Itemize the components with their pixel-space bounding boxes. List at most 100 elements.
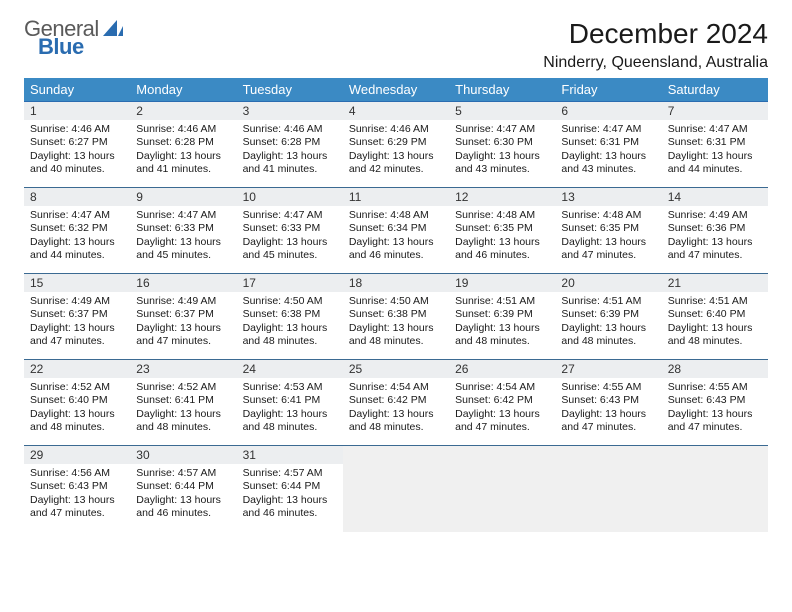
sunrise-line: Sunrise: 4:57 AM <box>243 467 337 480</box>
day-details: Sunrise: 4:47 AMSunset: 6:31 PMDaylight:… <box>662 120 768 181</box>
day-details: Sunrise: 4:56 AMSunset: 6:43 PMDaylight:… <box>24 464 130 525</box>
page-title: December 2024 <box>543 18 768 50</box>
daylight-line: Daylight: 13 hours and 47 minutes. <box>30 322 124 349</box>
day-number: 25 <box>343 360 449 378</box>
sunrise-line: Sunrise: 4:48 AM <box>561 209 655 222</box>
day-details: Sunrise: 4:48 AMSunset: 6:34 PMDaylight:… <box>343 206 449 267</box>
calendar-cell: 18Sunrise: 4:50 AMSunset: 6:38 PMDayligh… <box>343 274 449 360</box>
daylight-line: Daylight: 13 hours and 48 minutes. <box>668 322 762 349</box>
day-number: 5 <box>449 102 555 120</box>
day-number: 13 <box>555 188 661 206</box>
daylight-line: Daylight: 13 hours and 48 minutes. <box>455 322 549 349</box>
sunrise-line: Sunrise: 4:54 AM <box>455 381 549 394</box>
day-details: Sunrise: 4:46 AMSunset: 6:29 PMDaylight:… <box>343 120 449 181</box>
calendar-cell: 14Sunrise: 4:49 AMSunset: 6:36 PMDayligh… <box>662 188 768 274</box>
day-details: Sunrise: 4:47 AMSunset: 6:33 PMDaylight:… <box>130 206 236 267</box>
calendar-cell: 7Sunrise: 4:47 AMSunset: 6:31 PMDaylight… <box>662 102 768 188</box>
sunrise-line: Sunrise: 4:49 AM <box>136 295 230 308</box>
calendar-cell: 29Sunrise: 4:56 AMSunset: 6:43 PMDayligh… <box>24 446 130 532</box>
calendar-cell: 15Sunrise: 4:49 AMSunset: 6:37 PMDayligh… <box>24 274 130 360</box>
day-details: Sunrise: 4:49 AMSunset: 6:36 PMDaylight:… <box>662 206 768 267</box>
daylight-line: Daylight: 13 hours and 47 minutes. <box>561 236 655 263</box>
sunset-line: Sunset: 6:31 PM <box>668 136 762 149</box>
daylight-line: Daylight: 13 hours and 47 minutes. <box>136 322 230 349</box>
calendar-row: 22Sunrise: 4:52 AMSunset: 6:40 PMDayligh… <box>24 360 768 446</box>
calendar-row: 15Sunrise: 4:49 AMSunset: 6:37 PMDayligh… <box>24 274 768 360</box>
day-number: 24 <box>237 360 343 378</box>
daylight-line: Daylight: 13 hours and 42 minutes. <box>349 150 443 177</box>
calendar-cell: 17Sunrise: 4:50 AMSunset: 6:38 PMDayligh… <box>237 274 343 360</box>
sunrise-line: Sunrise: 4:47 AM <box>455 123 549 136</box>
calendar-cell: 3Sunrise: 4:46 AMSunset: 6:28 PMDaylight… <box>237 102 343 188</box>
calendar-cell: 19Sunrise: 4:51 AMSunset: 6:39 PMDayligh… <box>449 274 555 360</box>
day-details: Sunrise: 4:49 AMSunset: 6:37 PMDaylight:… <box>130 292 236 353</box>
sunrise-line: Sunrise: 4:48 AM <box>349 209 443 222</box>
day-details: Sunrise: 4:48 AMSunset: 6:35 PMDaylight:… <box>555 206 661 267</box>
weekday-header: Monday <box>130 78 236 102</box>
sunrise-line: Sunrise: 4:55 AM <box>561 381 655 394</box>
sunset-line: Sunset: 6:29 PM <box>349 136 443 149</box>
sunrise-line: Sunrise: 4:46 AM <box>30 123 124 136</box>
calendar-cell: 12Sunrise: 4:48 AMSunset: 6:35 PMDayligh… <box>449 188 555 274</box>
sunrise-line: Sunrise: 4:46 AM <box>136 123 230 136</box>
sunset-line: Sunset: 6:27 PM <box>30 136 124 149</box>
sunset-line: Sunset: 6:35 PM <box>455 222 549 235</box>
day-number: 17 <box>237 274 343 292</box>
weekday-header: Wednesday <box>343 78 449 102</box>
title-block: December 2024 Ninderry, Queensland, Aust… <box>543 18 768 72</box>
sunset-line: Sunset: 6:39 PM <box>561 308 655 321</box>
day-details: Sunrise: 4:49 AMSunset: 6:37 PMDaylight:… <box>24 292 130 353</box>
day-details: Sunrise: 4:54 AMSunset: 6:42 PMDaylight:… <box>449 378 555 439</box>
calendar-cell: 13Sunrise: 4:48 AMSunset: 6:35 PMDayligh… <box>555 188 661 274</box>
day-number: 16 <box>130 274 236 292</box>
calendar-cell: 21Sunrise: 4:51 AMSunset: 6:40 PMDayligh… <box>662 274 768 360</box>
sail-icon <box>103 20 123 36</box>
calendar-cell: 27Sunrise: 4:55 AMSunset: 6:43 PMDayligh… <box>555 360 661 446</box>
day-number: 22 <box>24 360 130 378</box>
sunset-line: Sunset: 6:35 PM <box>561 222 655 235</box>
sunrise-line: Sunrise: 4:47 AM <box>136 209 230 222</box>
day-number: 28 <box>662 360 768 378</box>
daylight-line: Daylight: 13 hours and 47 minutes. <box>455 408 549 435</box>
daylight-line: Daylight: 13 hours and 48 minutes. <box>136 408 230 435</box>
sunset-line: Sunset: 6:43 PM <box>30 480 124 493</box>
day-number: 3 <box>237 102 343 120</box>
sunrise-line: Sunrise: 4:51 AM <box>455 295 549 308</box>
sunset-line: Sunset: 6:33 PM <box>243 222 337 235</box>
day-details: Sunrise: 4:47 AMSunset: 6:32 PMDaylight:… <box>24 206 130 267</box>
calendar-cell: 1Sunrise: 4:46 AMSunset: 6:27 PMDaylight… <box>24 102 130 188</box>
day-details: Sunrise: 4:50 AMSunset: 6:38 PMDaylight:… <box>343 292 449 353</box>
day-details: Sunrise: 4:48 AMSunset: 6:35 PMDaylight:… <box>449 206 555 267</box>
daylight-line: Daylight: 13 hours and 45 minutes. <box>136 236 230 263</box>
day-number: 14 <box>662 188 768 206</box>
sunset-line: Sunset: 6:37 PM <box>30 308 124 321</box>
weekday-header-row: SundayMondayTuesdayWednesdayThursdayFrid… <box>24 78 768 102</box>
sunset-line: Sunset: 6:43 PM <box>668 394 762 407</box>
day-details: Sunrise: 4:46 AMSunset: 6:27 PMDaylight:… <box>24 120 130 181</box>
sunset-line: Sunset: 6:41 PM <box>243 394 337 407</box>
daylight-line: Daylight: 13 hours and 48 minutes. <box>243 322 337 349</box>
calendar-cell: 8Sunrise: 4:47 AMSunset: 6:32 PMDaylight… <box>24 188 130 274</box>
day-number: 4 <box>343 102 449 120</box>
daylight-line: Daylight: 13 hours and 48 minutes. <box>349 322 443 349</box>
daylight-line: Daylight: 13 hours and 44 minutes. <box>30 236 124 263</box>
calendar-cell: 16Sunrise: 4:49 AMSunset: 6:37 PMDayligh… <box>130 274 236 360</box>
calendar-cell: 2Sunrise: 4:46 AMSunset: 6:28 PMDaylight… <box>130 102 236 188</box>
sunrise-line: Sunrise: 4:46 AM <box>243 123 337 136</box>
daylight-line: Daylight: 13 hours and 40 minutes. <box>30 150 124 177</box>
daylight-line: Daylight: 13 hours and 46 minutes. <box>349 236 443 263</box>
daylight-line: Daylight: 13 hours and 44 minutes. <box>668 150 762 177</box>
sunrise-line: Sunrise: 4:51 AM <box>668 295 762 308</box>
daylight-line: Daylight: 13 hours and 43 minutes. <box>455 150 549 177</box>
day-details: Sunrise: 4:55 AMSunset: 6:43 PMDaylight:… <box>555 378 661 439</box>
calendar-cell: 23Sunrise: 4:52 AMSunset: 6:41 PMDayligh… <box>130 360 236 446</box>
day-number: 12 <box>449 188 555 206</box>
sunset-line: Sunset: 6:36 PM <box>668 222 762 235</box>
calendar-row: 1Sunrise: 4:46 AMSunset: 6:27 PMDaylight… <box>24 102 768 188</box>
calendar-cell: 5Sunrise: 4:47 AMSunset: 6:30 PMDaylight… <box>449 102 555 188</box>
sunset-line: Sunset: 6:32 PM <box>30 222 124 235</box>
logo-word-blue: Blue <box>38 36 123 58</box>
day-number: 20 <box>555 274 661 292</box>
day-details: Sunrise: 4:57 AMSunset: 6:44 PMDaylight:… <box>237 464 343 525</box>
sunset-line: Sunset: 6:28 PM <box>136 136 230 149</box>
